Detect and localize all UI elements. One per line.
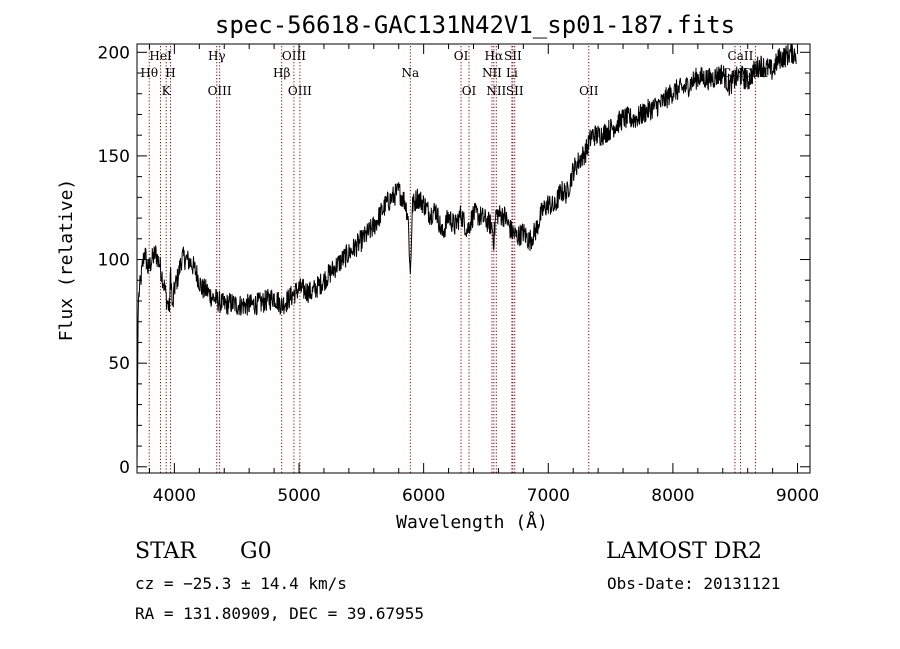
spectral-marker-lines <box>148 46 756 473</box>
marker-label: OIII <box>288 84 312 98</box>
marker-label: OII <box>579 84 599 98</box>
y-tick-label: 0 <box>119 458 130 478</box>
plot-frame <box>136 43 811 474</box>
y-axis-label: Flux (relative) <box>56 179 77 342</box>
marker-label: OI <box>462 84 477 98</box>
marker-label: H <box>165 66 175 80</box>
marker-label: CaII <box>728 49 754 63</box>
marker-label: Hβ <box>273 66 290 80</box>
chart-title: spec-56618-GAC131N42V1_sp01-187.fits <box>215 11 735 39</box>
x-tick-label: 5000 <box>277 486 320 506</box>
x-tick-label: 9000 <box>776 486 819 506</box>
y-tick-label: 200 <box>98 43 130 63</box>
spectrum-series-line <box>136 43 797 467</box>
marker-label: NII <box>486 84 506 98</box>
marker-label: NII <box>482 66 502 80</box>
x-tick-label: 6000 <box>402 486 445 506</box>
x-tick-label: 4000 <box>153 486 196 506</box>
survey-name: LAMOST DR2 <box>606 539 762 564</box>
x-tick-label: 7000 <box>527 486 570 506</box>
marker-label: K <box>162 84 172 98</box>
coordinates-readout: RA = 131.80909, DEC = 39.67955 <box>135 604 424 623</box>
observation-date: Obs-Date: 20131121 <box>607 574 781 593</box>
marker-label: SII <box>506 84 524 98</box>
marker-label: Na <box>401 66 419 80</box>
y-tick-label: 150 <box>98 147 130 167</box>
marker-label: OIII <box>282 49 306 63</box>
marker-label: OIII <box>208 84 232 98</box>
marker-label: Hγ <box>208 49 226 63</box>
y-tick-label: 100 <box>98 251 130 271</box>
marker-label: Hθ <box>140 66 158 80</box>
x-tick-label: 8000 <box>651 486 694 506</box>
marker-label: Li <box>506 66 518 80</box>
x-axis-ticks: 4000 5000 6000 7000 8000 9000 <box>148 44 819 506</box>
x-axis-label: Wavelength (Å) <box>396 511 548 533</box>
y-axis-ticks: 0 50 100 150 200 <box>98 43 810 478</box>
marker-label: OI <box>454 49 469 63</box>
object-class: STAR <box>135 539 196 564</box>
redshift-readout: cz = −25.3 ± 14.4 km/s <box>135 574 347 593</box>
y-tick-label: 50 <box>108 354 130 374</box>
marker-label: Hα <box>485 49 504 63</box>
marker-label: SII <box>504 49 522 63</box>
marker-label: HeI <box>149 49 172 63</box>
spectral-subclass: G0 <box>240 539 272 564</box>
